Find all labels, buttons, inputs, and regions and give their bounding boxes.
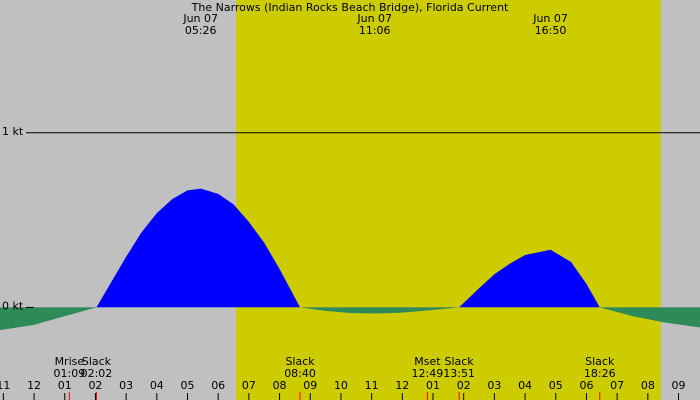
y-tick-label: 1 kt <box>2 125 24 138</box>
x-tick-label: 08 <box>273 379 287 392</box>
event-time: 08:40 <box>284 367 316 380</box>
x-tick-label: 06 <box>211 379 225 392</box>
chart-title: The Narrows (Indian Rocks Beach Bridge),… <box>191 1 509 14</box>
x-tick-label: 08 <box>641 379 655 392</box>
event-time: 18:26 <box>584 367 616 380</box>
x-tick-label: 05 <box>181 379 195 392</box>
top-time: 11:06 <box>359 24 391 37</box>
x-tick-label: 11 <box>0 379 10 392</box>
x-tick-label: 07 <box>610 379 624 392</box>
top-date: Jun 07 <box>182 12 218 25</box>
ebb-area <box>0 307 700 331</box>
x-tick-label: 12 <box>395 379 409 392</box>
top-time: 05:26 <box>185 24 217 37</box>
event-name: Slack <box>82 355 112 368</box>
event-name: Slack <box>444 355 474 368</box>
top-date: Jun 07 <box>356 12 392 25</box>
x-tick-label: 11 <box>365 379 379 392</box>
y-tick-label: 0 kt <box>2 299 24 312</box>
event-time: 02:02 <box>81 367 113 380</box>
x-tick-label: 03 <box>119 379 133 392</box>
x-tick-label: 06 <box>579 379 593 392</box>
x-tick-label: 07 <box>242 379 256 392</box>
x-tick-label: 02 <box>88 379 102 392</box>
event-name: Mrise <box>55 355 85 368</box>
top-time: 16:50 <box>535 24 567 37</box>
event-name: Mset <box>414 355 441 368</box>
top-date: Jun 07 <box>532 12 568 25</box>
event-name: Slack <box>285 355 315 368</box>
x-tick-label: 01 <box>58 379 72 392</box>
x-tick-label: 04 <box>518 379 532 392</box>
event-time: 01:09 <box>54 367 86 380</box>
x-tick-label: 02 <box>457 379 471 392</box>
x-tick-label: 10 <box>334 379 348 392</box>
x-tick-label: 01 <box>426 379 440 392</box>
event-time: 12:49 <box>412 367 444 380</box>
x-tick-label: 05 <box>549 379 563 392</box>
x-tick-label: 12 <box>27 379 41 392</box>
x-tick-label: 09 <box>303 379 317 392</box>
flood-area <box>96 188 600 308</box>
daylight-band <box>235 0 661 400</box>
x-tick-label: 04 <box>150 379 164 392</box>
event-name: Slack <box>585 355 615 368</box>
x-tick-label: 09 <box>672 379 686 392</box>
x-tick-label: 03 <box>487 379 501 392</box>
event-time: 13:51 <box>443 367 475 380</box>
